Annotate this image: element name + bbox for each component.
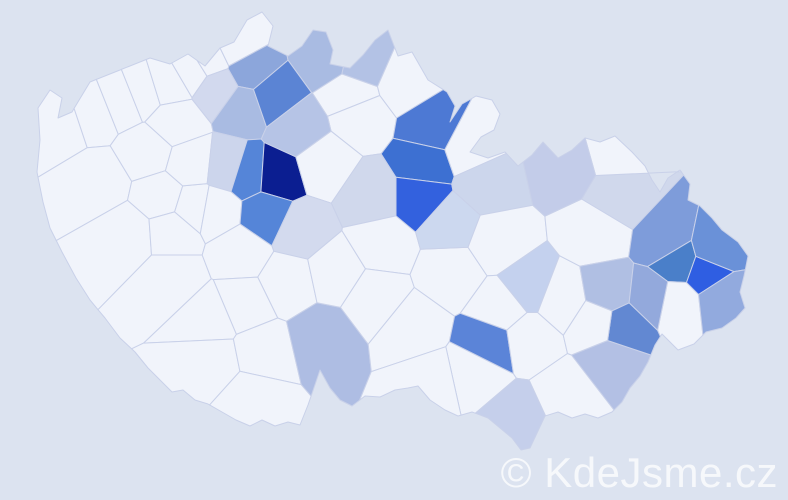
district-jesenik[interactable] <box>584 135 682 176</box>
district-znojmo[interactable] <box>359 346 462 417</box>
district-frydek-mistek[interactable] <box>698 269 746 336</box>
district-karvina[interactable] <box>690 204 749 273</box>
district-cesky-krumlov[interactable] <box>209 370 312 427</box>
district-sumperk[interactable] <box>522 137 597 217</box>
district-nymburk[interactable] <box>260 92 332 158</box>
district-kromeriz[interactable] <box>562 300 613 356</box>
district-breclav[interactable] <box>474 377 547 451</box>
